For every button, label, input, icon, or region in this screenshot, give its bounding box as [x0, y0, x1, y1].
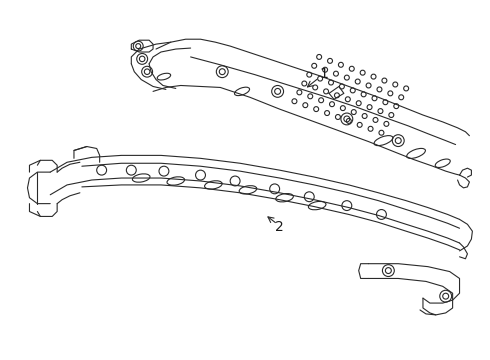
Text: 1: 1 — [319, 67, 328, 81]
Text: 2: 2 — [275, 220, 284, 234]
